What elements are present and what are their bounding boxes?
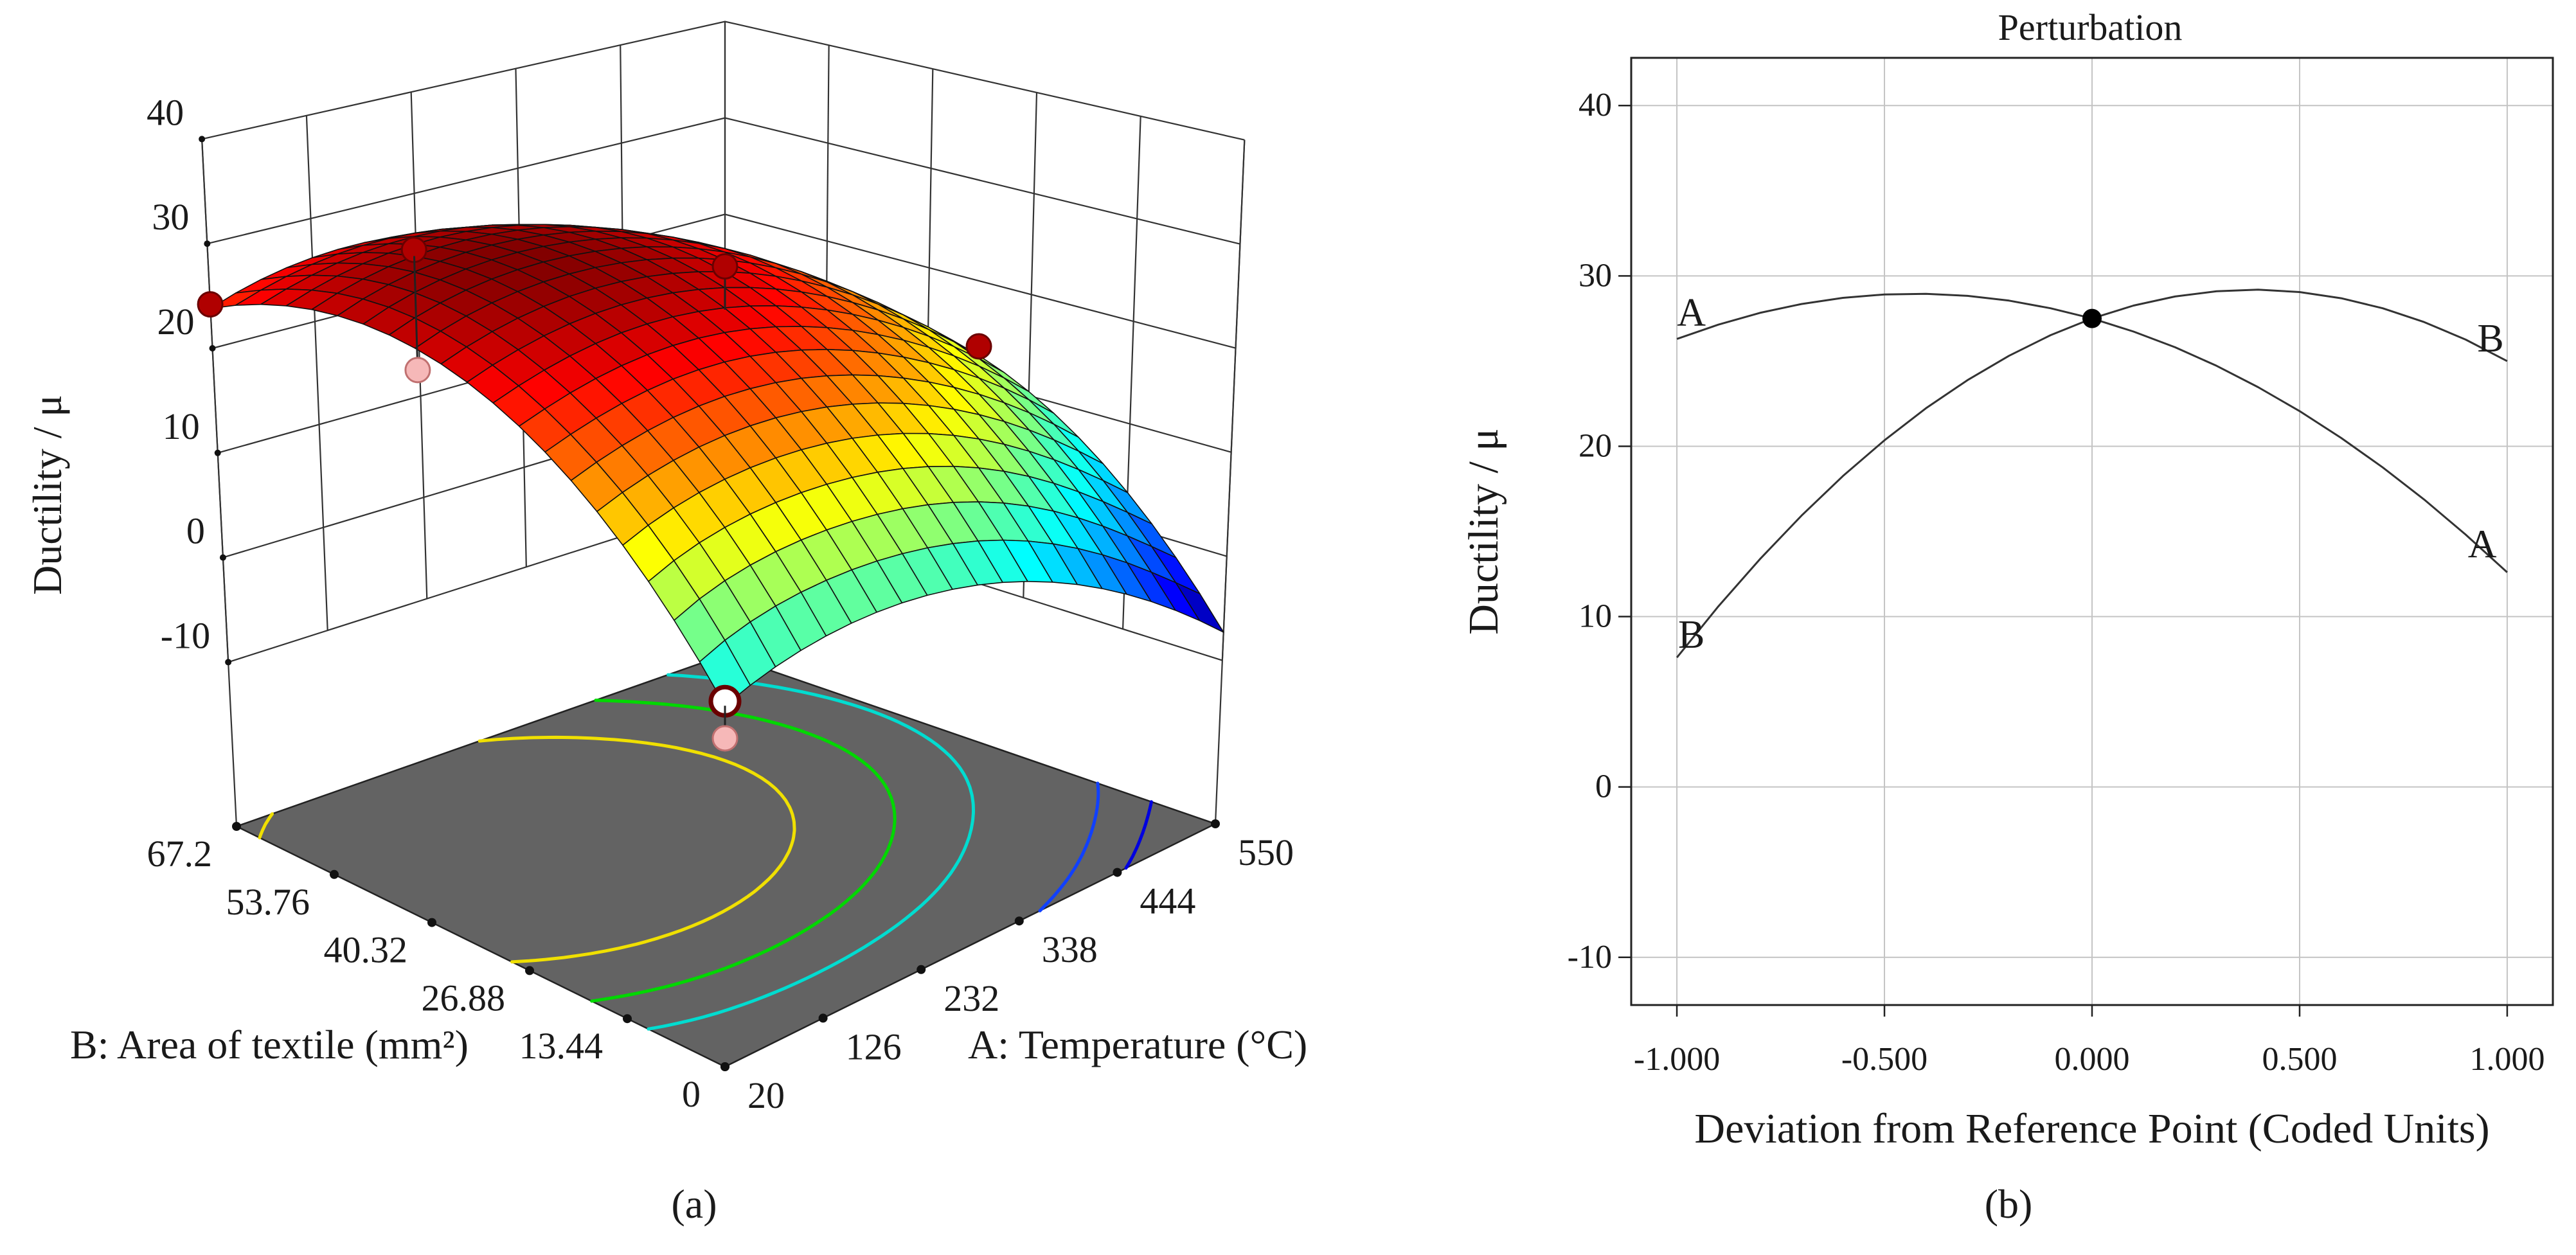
axis-ticks: -10 0 10 20 30 40 0 13.44 26.88 40.32 53.76 67.2 20 1…: [147, 91, 1294, 1116]
curve-label-B: B: [2477, 317, 2503, 360]
a-tick-mark: [1014, 916, 1024, 926]
z-tick-label: 40: [147, 91, 184, 133]
a-tick-label: 20: [747, 1074, 785, 1116]
curve-label-A: A: [1677, 291, 1706, 335]
z-tick-mark: [225, 659, 232, 666]
b-tick-label: 26.88: [422, 977, 506, 1019]
design-point-above: [965, 333, 992, 360]
axis-edge: [1214, 139, 1246, 824]
y-tick-label: 20: [1579, 427, 1612, 464]
a-tick-mark: [1211, 819, 1220, 828]
z-tick-label: 0: [186, 510, 205, 552]
b-tick-label: 67.2: [147, 833, 213, 875]
x-tick-label: 0.500: [2262, 1041, 2337, 1078]
design-point-above: [197, 291, 224, 318]
x-tick-label: -0.500: [1841, 1041, 1928, 1078]
y-tick-label: -10: [1568, 939, 1612, 975]
z-tick-mark: [219, 554, 226, 561]
y-tick-label: 10: [1579, 598, 1612, 635]
z-tick-mark: [209, 345, 216, 352]
b-tick-mark: [427, 918, 436, 927]
design-point-below: [404, 357, 431, 384]
a-tick-label: 232: [944, 977, 999, 1019]
panel-a-label: (a): [671, 1181, 717, 1227]
response-surface: [210, 224, 1224, 707]
b-tick-label: 13.44: [519, 1025, 604, 1067]
series-lines: A B A B: [1676, 289, 2508, 659]
b-tick-label: 40.32: [324, 929, 408, 971]
perturbation-chart: -1.000 -0.500 0.000 0.500 1.000-10010203040 …: [1460, 6, 2554, 1227]
a-tick-mark: [1113, 868, 1122, 877]
y-tick-label: 30: [1579, 257, 1612, 294]
design-point-below: [711, 725, 738, 752]
axis-edge: [201, 139, 238, 827]
z-tick-mark: [204, 240, 211, 247]
x-tick-label: 0.000: [2055, 1041, 2130, 1078]
wall-gridline-z: [207, 117, 1240, 245]
b-tick-label: 0: [682, 1073, 701, 1115]
response-surface-chart: -10 0 10 20 30 40 0 13.44 26.88 40.32 53.76 67.2 20 1…: [24, 21, 1307, 1227]
y-tick-label: 40: [1579, 87, 1612, 123]
x-tick-label: 1.000: [2469, 1041, 2545, 1078]
z-axis-title: Ductility / μ: [24, 395, 70, 595]
axis-ticks: -1.000 -0.500 0.000 0.500 1.000 -10 0 10 20 30 40: [1568, 87, 2545, 1078]
y-axis-title: Ductility / μ: [1460, 428, 1507, 634]
a-tick-mark: [818, 1013, 828, 1023]
z-tick-label: 10: [163, 405, 200, 447]
b-axis-title: B: Area of textile (mm²): [70, 1022, 469, 1067]
chart-title: Perturbation: [1998, 6, 2183, 48]
a-tick-mark: [720, 1062, 729, 1071]
b-tick-mark: [232, 822, 241, 831]
surface-facet: [699, 639, 751, 707]
floor-contour-25: [258, 735, 796, 964]
a-axis-title: A: Temperature (°C): [968, 1022, 1307, 1067]
a-tick-mark: [917, 965, 926, 974]
z-tick-mark: [199, 136, 206, 143]
b-tick-mark: [525, 966, 534, 975]
a-tick-label: 126: [846, 1026, 902, 1067]
b-tick-mark: [330, 869, 339, 879]
gridlines: [1631, 58, 2553, 1005]
x-tick-label: -1.000: [1634, 1041, 1720, 1078]
curve-label-A: A: [2468, 523, 2497, 567]
curve-label-B: B: [1678, 613, 1704, 657]
z-tick-label: 30: [152, 196, 189, 238]
wall-gridline-z: [201, 21, 1245, 141]
b-tick-label: 53.76: [226, 881, 310, 923]
design-point-stem: [413, 256, 419, 370]
reference-point: [2082, 308, 2102, 328]
x-axis-title: Deviation from Reference Point (Coded Un…: [1694, 1105, 2489, 1152]
design-points: [197, 236, 992, 752]
a-tick-label: 444: [1140, 880, 1195, 922]
floor-contour-5: [1038, 781, 1100, 912]
b-tick-mark: [623, 1014, 632, 1024]
floor-contour-0: [1124, 800, 1153, 870]
a-tick-label: 550: [1238, 832, 1294, 873]
panel-b-label: (b): [1985, 1181, 2033, 1227]
z-tick-mark: [214, 449, 221, 456]
a-tick-label: 338: [1042, 929, 1098, 970]
y-tick-label: 0: [1595, 769, 1612, 805]
wall-gridline-a: [305, 115, 328, 631]
z-tick-label: 20: [157, 301, 195, 343]
z-tick-label: -10: [161, 614, 210, 656]
design-point-above: [711, 253, 738, 280]
floor-contour-15: [647, 673, 975, 1031]
